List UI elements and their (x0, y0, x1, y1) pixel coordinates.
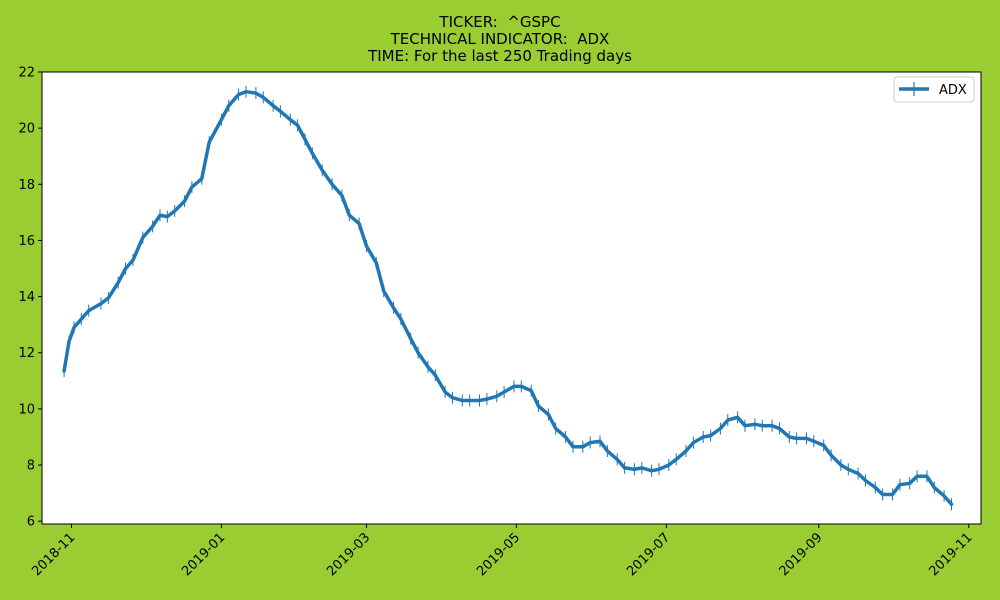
y-axis-ticks: 6 8 10 12 14 16 18 20 22 (18, 66, 42, 530)
title-line-ticker: TICKER: ^GSPC (439, 13, 561, 31)
x-axis-ticks: 2018-11 2019-01 2019-03 2019-05 2019-07 2019-… (29, 524, 976, 579)
x-tick-label: 2019-07 (624, 530, 673, 579)
y-tick-label: 20 (18, 122, 35, 137)
y-tick-label: 10 (18, 402, 35, 417)
legend-label-adx: ADX (939, 83, 967, 98)
y-tick-label: 14 (18, 290, 35, 305)
y-tick-label: 16 (18, 234, 35, 249)
x-tick-label: 2018-11 (29, 530, 78, 579)
x-tick-label: 2019-01 (179, 530, 228, 579)
y-tick-label: 12 (18, 346, 35, 361)
x-tick-label: 2019-03 (324, 530, 373, 579)
y-tick-label: 6 (27, 515, 35, 530)
plot-area (42, 72, 981, 524)
y-tick-label: 22 (18, 66, 35, 81)
title-line-indicator: TECHNICAL INDICATOR: ADX (390, 30, 610, 48)
title-line-time: TIME: For the last 250 Trading days (368, 47, 632, 65)
y-tick-label: 18 (18, 178, 35, 193)
series-layer (62, 85, 954, 511)
y-tick-label: 8 (27, 459, 35, 474)
legend: ADX (893, 76, 975, 103)
x-tick-label: 2019-05 (474, 530, 523, 579)
plot-frame (41, 71, 982, 525)
x-tick-label: 2019-11 (927, 530, 976, 579)
x-tick-label: 2019-09 (777, 530, 826, 579)
